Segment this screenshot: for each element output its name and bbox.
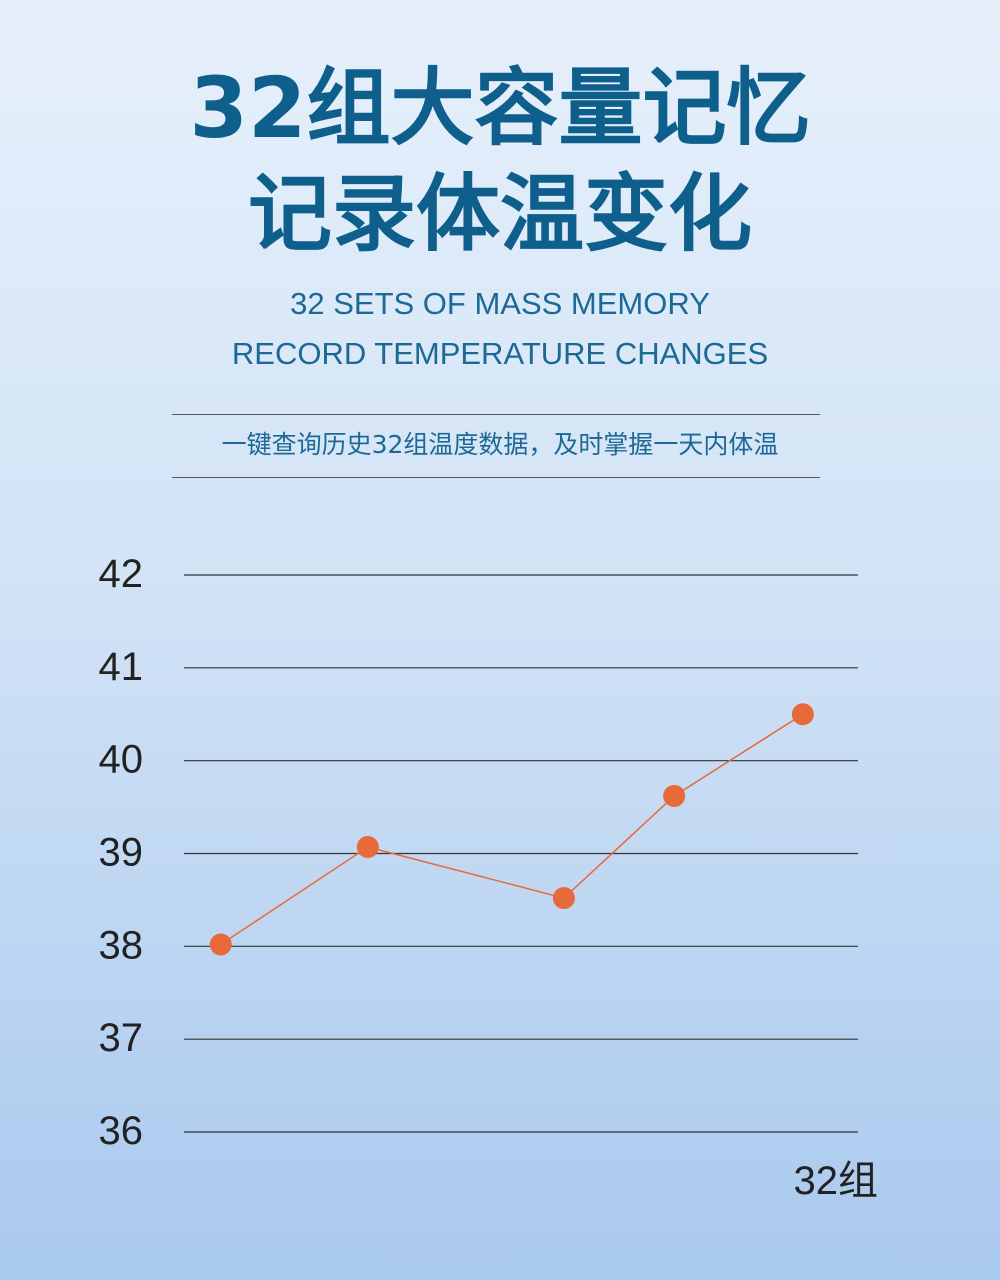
page-title-line-2: 记录体温变化 — [247, 165, 752, 263]
data-point — [552, 887, 575, 910]
y-tick-label: 36 — [99, 1109, 144, 1153]
data-point — [663, 784, 686, 807]
data-point — [791, 703, 814, 726]
y-tick-label: 38 — [99, 923, 144, 967]
tagline: 一键查询历史32组温度数据，及时掌握一天内体温 — [221, 430, 779, 459]
chart-y-axis-ticks: 42 41 40 39 38 37 36 — [99, 552, 144, 1153]
chart-series — [209, 703, 814, 956]
temperature-line-chart: 42 41 40 39 38 37 36 32组 — [99, 552, 879, 1203]
english-subtitle-line-2: RECORD TEMPERATURE CHANGES — [231, 336, 769, 371]
series-line — [220, 713, 804, 946]
data-point — [356, 836, 379, 859]
y-tick-label: 39 — [99, 831, 144, 875]
data-point — [209, 933, 232, 956]
page-title-line-1: 32组大容量记忆 — [189, 59, 811, 157]
y-tick-label: 42 — [99, 552, 144, 596]
y-tick-label: 40 — [99, 738, 144, 782]
tagline-bottom-divider — [172, 477, 820, 478]
y-tick-label: 41 — [99, 645, 144, 689]
y-tick-label: 37 — [99, 1016, 144, 1060]
chart-x-axis-label: 32组 — [794, 1159, 879, 1203]
tagline-top-divider — [172, 414, 820, 415]
chart-gridlines — [184, 574, 858, 1133]
english-subtitle-line-1: 32 SETS OF MASS MEMORY — [290, 286, 710, 321]
